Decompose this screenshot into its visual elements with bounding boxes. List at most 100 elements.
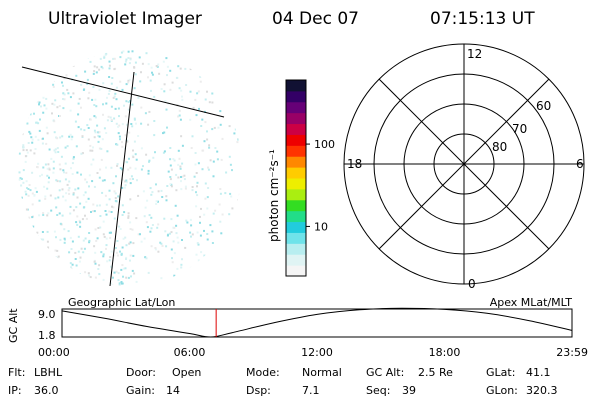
emission-speckle bbox=[108, 259, 111, 262]
emission-speckle bbox=[110, 105, 113, 108]
emission-speckle bbox=[183, 54, 186, 57]
emission-speckle bbox=[175, 76, 178, 79]
emission-speckle bbox=[128, 157, 130, 160]
emission-speckle bbox=[126, 123, 129, 126]
emission-speckle bbox=[20, 240, 23, 243]
emission-speckle bbox=[31, 237, 34, 240]
emission-speckle bbox=[54, 249, 57, 252]
emission-speckle bbox=[97, 131, 100, 134]
emission-speckle bbox=[87, 197, 90, 200]
emission-speckle bbox=[127, 108, 130, 111]
emission-speckle bbox=[181, 144, 184, 147]
emission-speckle bbox=[29, 113, 32, 116]
emission-speckle bbox=[167, 281, 170, 284]
emission-speckle bbox=[44, 195, 47, 198]
emission-speckle bbox=[181, 98, 184, 101]
status-label: Gain: bbox=[126, 384, 155, 397]
colorbar-cell bbox=[286, 232, 306, 244]
emission-speckle bbox=[199, 80, 202, 83]
emission-speckle bbox=[84, 70, 87, 73]
lat-label-70: 70 bbox=[512, 122, 527, 136]
emission-speckle bbox=[98, 131, 101, 134]
emission-speckle bbox=[69, 96, 72, 99]
emission-speckle bbox=[206, 130, 208, 133]
emission-speckle bbox=[237, 199, 240, 202]
emission-speckle bbox=[235, 233, 238, 236]
emission-speckle bbox=[64, 199, 67, 202]
emission-speckle bbox=[66, 274, 69, 277]
emission-speckle bbox=[132, 178, 134, 180]
emission-speckle bbox=[75, 145, 78, 148]
emission-speckle bbox=[25, 267, 28, 270]
emission-speckle bbox=[91, 98, 94, 101]
emission-speckle bbox=[206, 138, 209, 141]
emission-speckle bbox=[89, 60, 92, 63]
emission-speckle bbox=[49, 59, 52, 62]
emission-speckle bbox=[29, 61, 32, 64]
emission-speckle bbox=[194, 152, 197, 154]
emission-speckle bbox=[19, 224, 21, 227]
emission-speckle bbox=[234, 281, 237, 284]
emission-speckle bbox=[24, 253, 26, 256]
emission-speckle bbox=[200, 207, 202, 210]
emission-speckle bbox=[120, 51, 123, 54]
emission-speckle bbox=[70, 266, 73, 269]
emission-speckle bbox=[52, 160, 55, 163]
status-value: 320.3 bbox=[526, 384, 558, 397]
emission-speckle bbox=[61, 81, 63, 84]
emission-speckle bbox=[64, 178, 67, 181]
emission-speckle bbox=[94, 228, 97, 231]
emission-speckle bbox=[85, 200, 88, 203]
emission-speckle bbox=[25, 208, 28, 211]
emission-speckle bbox=[124, 60, 127, 63]
emission-speckle bbox=[214, 209, 217, 212]
emission-speckle bbox=[114, 197, 117, 199]
emission-speckle bbox=[24, 248, 27, 251]
emission-speckle bbox=[173, 274, 176, 277]
emission-speckle bbox=[29, 261, 31, 264]
emission-speckle bbox=[66, 284, 69, 286]
emission-speckle bbox=[72, 209, 75, 212]
emission-speckle bbox=[203, 213, 206, 216]
emission-speckle bbox=[74, 283, 77, 286]
emission-speckle bbox=[88, 185, 90, 188]
emission-speckle bbox=[117, 125, 120, 128]
colorbar-cell bbox=[286, 101, 306, 114]
emission-speckle bbox=[177, 241, 180, 244]
emission-speckle bbox=[48, 168, 51, 171]
emission-speckle bbox=[157, 190, 160, 193]
emission-speckle bbox=[131, 269, 134, 272]
emission-speckle bbox=[33, 248, 36, 251]
emission-speckle bbox=[53, 131, 56, 134]
orbit-altitude-chart: Geographic Lat/Lon Apex MLat/MLT GC Alt … bbox=[7, 296, 588, 359]
emission-speckle bbox=[76, 223, 79, 226]
emission-speckle bbox=[91, 149, 94, 152]
emission-speckle bbox=[64, 146, 67, 149]
emission-speckle bbox=[127, 212, 130, 215]
status-table: Flt: LBHL Door: Open Mode: Normal GC Alt: 2.5 R… bbox=[8, 366, 558, 397]
emission-speckle bbox=[228, 125, 231, 128]
status-value: 7.1 bbox=[302, 384, 320, 397]
emission-speckle bbox=[217, 126, 220, 129]
emission-speckle bbox=[56, 214, 59, 216]
emission-speckle bbox=[175, 224, 178, 227]
emission-speckle bbox=[107, 92, 110, 95]
emission-speckle bbox=[44, 163, 47, 166]
emission-speckle bbox=[195, 172, 198, 174]
emission-speckle bbox=[110, 82, 113, 85]
emission-speckle bbox=[144, 256, 147, 259]
emission-speckle bbox=[200, 125, 203, 127]
emission-speckle bbox=[58, 163, 61, 166]
emission-speckle bbox=[102, 278, 105, 281]
emission-speckle bbox=[236, 206, 239, 209]
emission-speckle bbox=[145, 257, 148, 260]
emission-speckle bbox=[38, 249, 41, 252]
emission-speckle bbox=[144, 112, 147, 115]
emission-speckle bbox=[112, 276, 114, 279]
emission-speckle bbox=[129, 166, 132, 169]
emission-speckle bbox=[195, 191, 197, 194]
emission-speckle bbox=[122, 275, 124, 278]
emission-speckle bbox=[39, 81, 42, 84]
emission-speckle bbox=[189, 218, 192, 221]
emission-speckle bbox=[238, 132, 241, 135]
